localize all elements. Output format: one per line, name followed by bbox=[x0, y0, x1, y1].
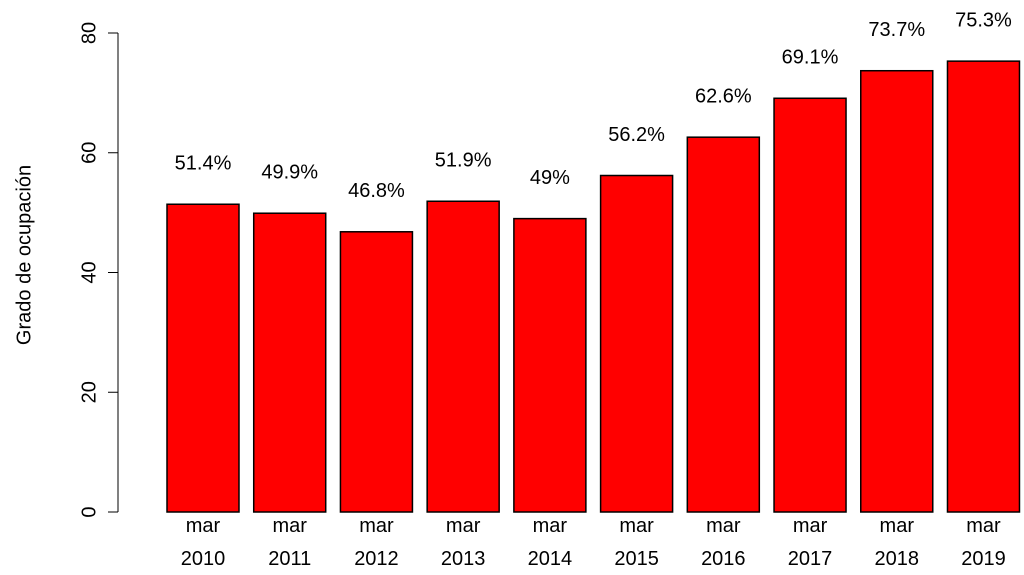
x-tick-label-line: mar bbox=[966, 515, 1001, 537]
y-tick-label: 60 bbox=[78, 142, 100, 164]
bar bbox=[166, 203, 240, 513]
x-tick-label-line: 2017 bbox=[788, 548, 833, 570]
bar bbox=[946, 60, 1021, 513]
bar bbox=[426, 200, 500, 513]
x-tick-label-line: mar bbox=[533, 515, 568, 537]
bar bbox=[686, 136, 761, 513]
x-tick-label-line: mar bbox=[359, 515, 394, 537]
value-label: 73.7% bbox=[868, 19, 925, 41]
x-tick-label-line: 2018 bbox=[875, 548, 920, 570]
bar bbox=[773, 97, 847, 513]
value-label: 49% bbox=[530, 167, 570, 189]
y-axis-label: Grado de ocupación bbox=[13, 165, 35, 345]
x-tick-label-line: mar bbox=[793, 515, 828, 537]
x-tick-label-line: 2012 bbox=[354, 548, 399, 570]
value-label: 51.9% bbox=[435, 150, 492, 172]
x-tick-label-line: 2019 bbox=[961, 548, 1006, 570]
value-label: 62.6% bbox=[695, 85, 752, 107]
x-tick-label: mar 2014 bbox=[528, 515, 573, 570]
x-tick-label-line: mar bbox=[446, 515, 481, 537]
x-tick-label-line: mar bbox=[272, 515, 307, 537]
x-tick-label: mar 2015 bbox=[614, 515, 659, 570]
value-label: 56.2% bbox=[608, 124, 665, 146]
x-tick-label: mar 2019 bbox=[961, 515, 1006, 570]
x-tick-label-line: 2010 bbox=[181, 548, 226, 570]
bar bbox=[860, 69, 934, 513]
y-tick-label: 0 bbox=[78, 506, 100, 517]
value-label: 46.8% bbox=[348, 180, 405, 202]
x-tick-label: mar 2016 bbox=[701, 515, 746, 570]
x-tick-label-line: mar bbox=[706, 515, 741, 537]
x-tick-label: mar 2011 bbox=[268, 515, 311, 570]
bar bbox=[252, 212, 327, 513]
x-tick-label: mar 2013 bbox=[441, 515, 486, 570]
y-tick-label: 80 bbox=[78, 22, 100, 44]
x-tick-label: mar 2010 bbox=[181, 515, 226, 570]
x-tick-label-line: mar bbox=[186, 515, 221, 537]
bar bbox=[513, 217, 587, 513]
x-tick-label-line: 2016 bbox=[701, 548, 746, 570]
value-label: 49.9% bbox=[261, 162, 318, 184]
x-tick-label-line: 2011 bbox=[268, 548, 311, 570]
x-tick-label-line: 2014 bbox=[528, 548, 573, 570]
x-tick-label-line: mar bbox=[880, 515, 915, 537]
value-label: 51.4% bbox=[175, 153, 232, 175]
bar bbox=[599, 174, 674, 513]
y-tick-label: 20 bbox=[78, 381, 100, 403]
x-tick-label-line: mar bbox=[619, 515, 654, 537]
y-tick-label: 40 bbox=[78, 261, 100, 283]
x-tick-label: mar 2012 bbox=[354, 515, 399, 570]
x-tick-label: mar 2017 bbox=[788, 515, 833, 570]
value-label: 69.1% bbox=[782, 47, 839, 69]
x-tick-label-line: 2013 bbox=[441, 548, 486, 570]
bar bbox=[339, 231, 414, 513]
value-label: 75.3% bbox=[955, 9, 1012, 31]
x-tick-label: mar 2018 bbox=[875, 515, 920, 570]
x-tick-label-line: 2015 bbox=[614, 548, 659, 570]
